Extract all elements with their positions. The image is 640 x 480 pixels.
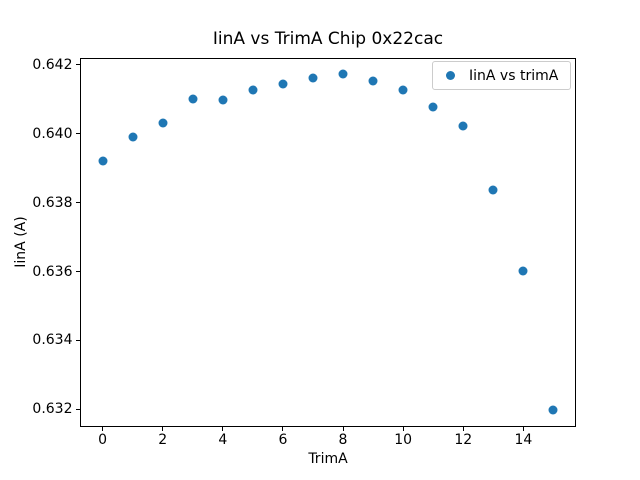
y-tick-label: 0.640 [32, 125, 73, 142]
y-tick-label: 0.636 [32, 263, 73, 280]
data-point [458, 121, 468, 131]
x-tick-mark [342, 427, 344, 431]
y-tick-label: 0.642 [32, 56, 73, 73]
x-tick-label: 2 [158, 432, 168, 448]
y-tick-label: 0.638 [32, 194, 73, 211]
x-tick-label: 14 [514, 432, 533, 448]
data-point [398, 85, 408, 95]
y-tick-label: 0.634 [32, 332, 73, 349]
x-tick-label: 6 [278, 432, 288, 448]
x-tick-mark [102, 427, 104, 431]
y-axis-label: IinA (A) [13, 216, 29, 268]
data-point [368, 76, 378, 86]
chart-title: IinA vs TrimA Chip 0x22cac [212, 29, 444, 49]
x-tick-mark [282, 427, 284, 431]
x-tick-mark [522, 427, 524, 431]
y-tick-mark [76, 408, 80, 410]
x-tick-mark [222, 427, 224, 431]
x-tick-mark [162, 427, 164, 431]
x-axis-label: TrimA [308, 451, 348, 467]
data-point [278, 79, 288, 89]
legend-label: IinA vs trimA [469, 67, 559, 84]
x-tick-label: 8 [338, 432, 348, 448]
y-tick-label: 0.632 [32, 401, 73, 418]
data-point [188, 94, 198, 104]
data-point [158, 118, 168, 128]
y-tick-mark [76, 133, 80, 135]
x-tick-label: 10 [394, 432, 413, 448]
y-tick-mark [76, 339, 80, 341]
data-point [98, 156, 108, 166]
data-point [548, 405, 558, 415]
x-tick-label: 4 [218, 432, 228, 448]
data-point [248, 85, 258, 95]
x-tick-label: 12 [454, 432, 473, 448]
y-tick-mark [76, 64, 80, 66]
x-tick-mark [402, 427, 404, 431]
x-tick-label: 0 [98, 432, 107, 448]
plot-area [80, 58, 576, 427]
data-point [308, 73, 318, 83]
x-tick-mark [462, 427, 464, 431]
data-point [518, 266, 528, 276]
legend: IinA vs trimA [432, 61, 571, 90]
data-point [488, 185, 498, 195]
legend-marker-icon [446, 71, 455, 80]
data-point [338, 69, 348, 79]
data-point [128, 132, 138, 142]
data-point [218, 95, 228, 105]
y-tick-mark [76, 202, 80, 204]
y-tick-mark [76, 271, 80, 273]
data-point [428, 102, 438, 112]
